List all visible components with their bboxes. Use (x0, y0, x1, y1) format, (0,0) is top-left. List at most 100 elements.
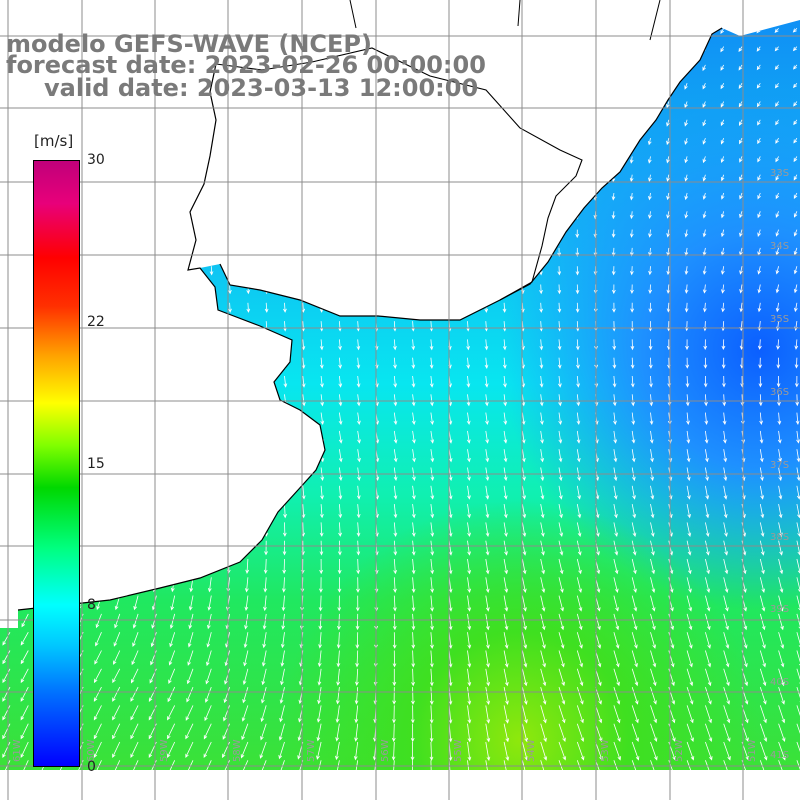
wind-arrow (2, 632, 11, 646)
wind-arrow (720, 156, 725, 163)
wind-arrow (20, 760, 29, 770)
wind-arrow (630, 266, 634, 276)
wind-arrow (429, 668, 434, 687)
wind-arrow (466, 430, 471, 444)
wind-arrow (793, 101, 798, 107)
wind-arrow (720, 119, 725, 127)
wind-arrow (756, 82, 761, 89)
wind-arrow (703, 302, 707, 313)
wind-arrow (540, 595, 546, 612)
wind-arrow (430, 632, 434, 650)
wind-arrow (393, 430, 398, 444)
wind-arrow (412, 449, 416, 463)
wind-arrow (778, 540, 783, 556)
wind-arrow (629, 229, 634, 238)
longitude-label: 53W (600, 739, 611, 762)
wind-arrow (778, 522, 783, 537)
wind-arrow (686, 668, 694, 687)
wind-arrow (430, 540, 435, 556)
wind-arrow (485, 485, 490, 500)
wind-arrow (280, 650, 285, 667)
wind-arrow (722, 412, 727, 426)
wind-arrow (283, 321, 287, 332)
wind-arrow (684, 101, 688, 109)
wind-arrow (757, 211, 761, 219)
wind-arrow (666, 192, 670, 201)
wind-arrow (279, 705, 285, 723)
wind-arrow (485, 687, 490, 705)
wind-arrow (613, 705, 621, 724)
wind-arrow (648, 357, 653, 369)
wind-arrow (576, 632, 583, 649)
wind-arrow (320, 394, 324, 407)
wind-arrow (686, 504, 691, 519)
wind-arrow (723, 522, 728, 537)
wind-arrow (393, 339, 397, 351)
wind-arrow (203, 723, 212, 740)
wind-arrow (467, 705, 472, 724)
wind-arrow (522, 741, 529, 761)
wind-arrow (686, 650, 693, 668)
wind-arrow (757, 137, 761, 145)
wind-arrow (320, 412, 325, 425)
wind-arrow (169, 632, 176, 648)
wind-arrow (721, 357, 726, 369)
wind-arrow (112, 760, 121, 770)
wind-arrow (558, 650, 565, 668)
wind-arrow (613, 485, 618, 500)
wind-arrow (702, 211, 707, 219)
wind-arrow (613, 668, 620, 687)
wind-arrow (778, 741, 786, 761)
wind-arrow (522, 485, 526, 500)
wind-arrow (576, 723, 585, 742)
wind-arrow (721, 339, 726, 351)
wind-arrow (467, 668, 472, 687)
wind-arrow (337, 540, 342, 556)
wind-arrow (503, 760, 510, 770)
wind-arrow (612, 302, 616, 313)
wind-arrow (631, 430, 636, 444)
wind-arrow (778, 650, 785, 668)
wind-arrow (686, 522, 692, 537)
wind-arrow (558, 394, 562, 407)
wind-arrow (485, 504, 490, 519)
wind-arrow (410, 760, 415, 770)
wind-arrow (113, 650, 121, 665)
wind-arrow (758, 394, 763, 407)
wind-arrow (595, 705, 603, 724)
wind-arrow (281, 595, 286, 612)
wind-arrow (723, 558, 729, 575)
wind-arrow (170, 595, 176, 611)
wind-arrow (2, 741, 11, 759)
wind-arrow (503, 650, 509, 668)
wind-arrow (338, 449, 343, 463)
wind-arrow (485, 522, 490, 537)
wind-arrow (356, 357, 361, 370)
wind-arrow (223, 705, 230, 722)
wind-arrow (539, 284, 543, 295)
wind-arrow (319, 558, 324, 575)
wind-arrow (777, 394, 781, 407)
wind-arrow (650, 705, 657, 724)
wind-arrow (411, 504, 416, 519)
wind-arrow (448, 449, 453, 463)
wind-arrow (774, 46, 779, 52)
wind-arrow (686, 741, 695, 761)
wind-arrow (540, 723, 547, 743)
wind-arrow (685, 357, 690, 369)
latitude-label: 37S (770, 460, 789, 471)
wind-arrow (222, 723, 230, 740)
wind-arrow (522, 595, 527, 612)
wind-arrow (412, 430, 416, 444)
wind-arrow (757, 174, 761, 181)
wind-arrow (631, 540, 637, 556)
wind-arrow (629, 156, 634, 164)
wind-arrow (241, 723, 249, 741)
wind-arrow (576, 741, 585, 761)
wind-arrow (429, 339, 434, 351)
wind-arrow (775, 101, 779, 107)
wind-arrow (631, 412, 636, 426)
wind-arrow (521, 394, 526, 407)
wind-arrow (169, 613, 176, 629)
wind-arrow (243, 650, 249, 667)
